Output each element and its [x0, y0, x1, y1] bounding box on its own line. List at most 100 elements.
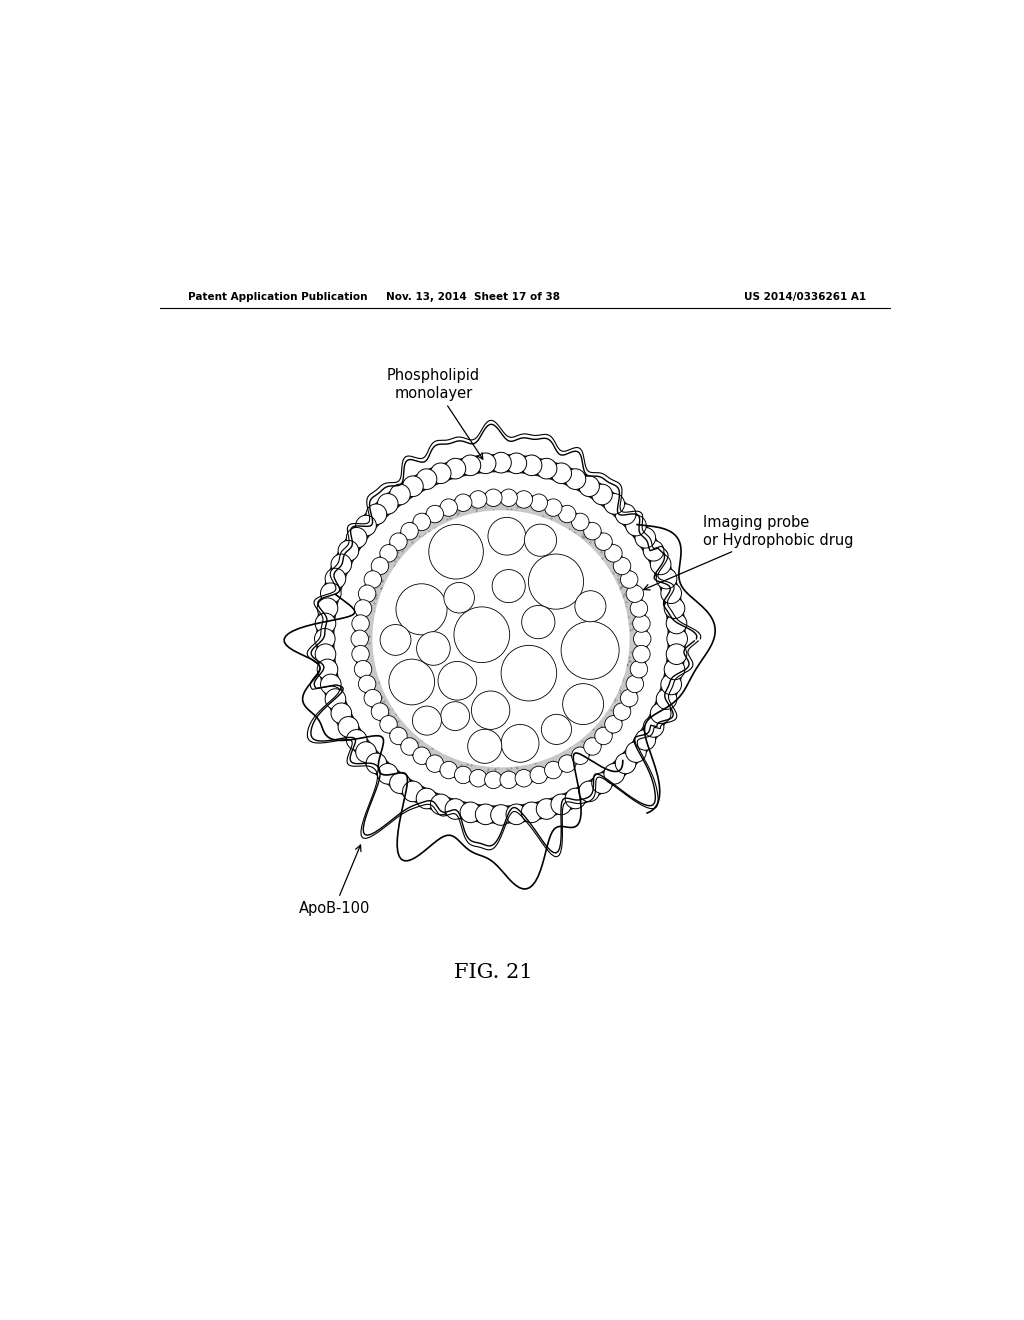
Circle shape	[416, 469, 437, 490]
Circle shape	[445, 799, 466, 820]
Circle shape	[667, 628, 687, 649]
Circle shape	[426, 755, 443, 772]
Circle shape	[667, 644, 687, 664]
Polygon shape	[316, 454, 686, 824]
Circle shape	[400, 523, 418, 540]
Circle shape	[365, 689, 382, 708]
Circle shape	[468, 730, 502, 763]
Circle shape	[430, 463, 451, 483]
Circle shape	[326, 568, 346, 589]
Circle shape	[558, 506, 575, 523]
Circle shape	[665, 598, 685, 619]
Circle shape	[351, 630, 369, 648]
Polygon shape	[365, 503, 638, 775]
Circle shape	[400, 738, 418, 755]
Circle shape	[521, 455, 542, 475]
Circle shape	[346, 528, 367, 548]
Text: Phospholipid
monolayer: Phospholipid monolayer	[387, 368, 483, 459]
Circle shape	[490, 453, 511, 473]
Circle shape	[484, 771, 502, 788]
Circle shape	[524, 524, 557, 556]
Circle shape	[574, 591, 606, 622]
Circle shape	[542, 714, 571, 744]
Circle shape	[665, 659, 685, 680]
Circle shape	[315, 644, 336, 664]
Circle shape	[390, 533, 408, 550]
Circle shape	[380, 545, 397, 562]
Circle shape	[331, 704, 351, 723]
Circle shape	[471, 690, 510, 730]
Circle shape	[352, 645, 370, 663]
Circle shape	[413, 513, 430, 531]
Circle shape	[438, 661, 477, 700]
Circle shape	[315, 614, 336, 634]
Circle shape	[656, 568, 677, 589]
Circle shape	[643, 540, 664, 561]
Circle shape	[389, 772, 411, 793]
Polygon shape	[335, 473, 668, 805]
Circle shape	[621, 570, 638, 589]
Circle shape	[565, 788, 586, 809]
Circle shape	[501, 725, 539, 762]
Circle shape	[626, 676, 644, 693]
Circle shape	[571, 747, 589, 764]
Circle shape	[530, 766, 548, 784]
Circle shape	[635, 528, 655, 548]
Circle shape	[396, 583, 447, 635]
Circle shape	[626, 515, 646, 536]
Text: Imaging probe
or Hydrophobic drug: Imaging probe or Hydrophobic drug	[644, 516, 854, 590]
Circle shape	[667, 614, 687, 634]
Circle shape	[650, 704, 671, 723]
Circle shape	[630, 660, 647, 678]
Circle shape	[365, 570, 382, 589]
Circle shape	[469, 770, 486, 787]
Circle shape	[367, 754, 387, 774]
Circle shape	[521, 803, 542, 822]
Circle shape	[506, 453, 526, 474]
Circle shape	[537, 799, 557, 820]
Circle shape	[660, 583, 682, 603]
Circle shape	[660, 675, 682, 694]
Circle shape	[358, 676, 376, 693]
Circle shape	[317, 659, 338, 680]
Circle shape	[643, 717, 664, 738]
Circle shape	[592, 772, 612, 793]
Circle shape	[595, 533, 612, 550]
Circle shape	[562, 684, 603, 725]
Circle shape	[402, 477, 423, 496]
Circle shape	[490, 805, 511, 825]
Circle shape	[584, 738, 601, 755]
Circle shape	[455, 494, 472, 511]
Circle shape	[579, 781, 599, 801]
Circle shape	[515, 491, 532, 508]
Circle shape	[506, 804, 526, 825]
Polygon shape	[354, 492, 648, 785]
Circle shape	[537, 458, 557, 479]
Circle shape	[430, 795, 451, 814]
Text: FIG. 21: FIG. 21	[454, 962, 532, 982]
Circle shape	[579, 477, 599, 496]
Circle shape	[635, 730, 655, 750]
Circle shape	[314, 628, 335, 649]
Circle shape	[460, 803, 480, 822]
Circle shape	[326, 689, 346, 709]
Circle shape	[372, 557, 389, 574]
Circle shape	[378, 494, 398, 515]
Circle shape	[475, 453, 496, 474]
Circle shape	[429, 524, 483, 579]
Circle shape	[634, 630, 651, 648]
Circle shape	[440, 762, 458, 779]
Circle shape	[389, 659, 434, 705]
Circle shape	[605, 545, 623, 562]
Circle shape	[551, 463, 571, 483]
Circle shape	[633, 645, 650, 663]
Circle shape	[358, 585, 376, 602]
Circle shape	[380, 624, 411, 655]
Circle shape	[389, 484, 411, 504]
Circle shape	[416, 788, 437, 809]
Circle shape	[545, 762, 562, 779]
Circle shape	[650, 554, 671, 574]
Circle shape	[565, 469, 586, 490]
Circle shape	[413, 706, 441, 735]
Circle shape	[561, 622, 620, 680]
